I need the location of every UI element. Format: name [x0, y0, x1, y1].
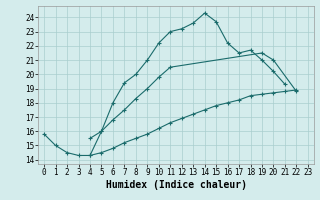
X-axis label: Humidex (Indice chaleur): Humidex (Indice chaleur) — [106, 180, 246, 190]
